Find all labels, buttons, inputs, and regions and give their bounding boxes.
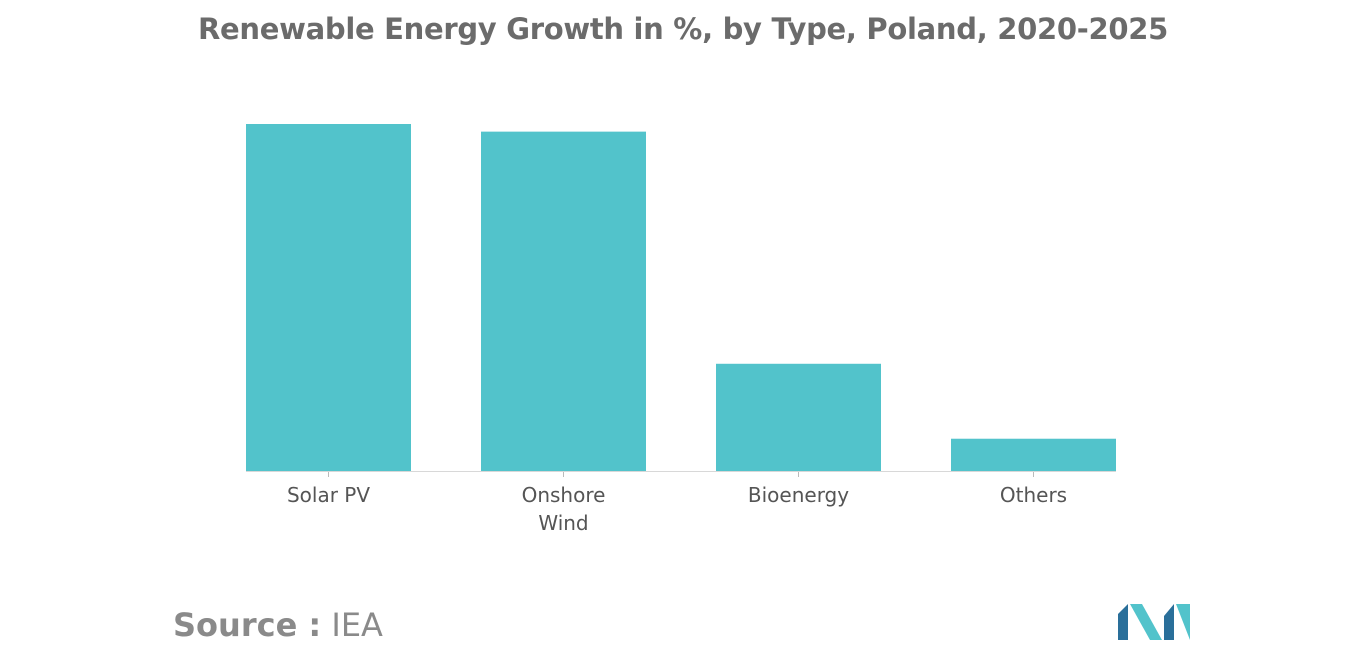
source-line: Source : IEA — [173, 606, 383, 644]
chart-title: Renewable Energy Growth in %, by Type, P… — [197, 12, 1168, 46]
source-name: IEA — [331, 606, 383, 644]
bar-3 — [951, 438, 1116, 471]
bar-2 — [716, 363, 881, 471]
x-tick-label-0: Solar PV — [287, 483, 370, 507]
company-logo-icon — [1118, 604, 1190, 640]
bar-0 — [246, 124, 411, 471]
source-prefix: Source : — [173, 606, 322, 644]
bar-1 — [481, 131, 646, 471]
x-tick-label-2: Bioenergy — [748, 483, 849, 507]
x-tick-label-3: Others — [1000, 483, 1067, 507]
x-tick-label-1: Onshore Wind — [522, 483, 606, 535]
